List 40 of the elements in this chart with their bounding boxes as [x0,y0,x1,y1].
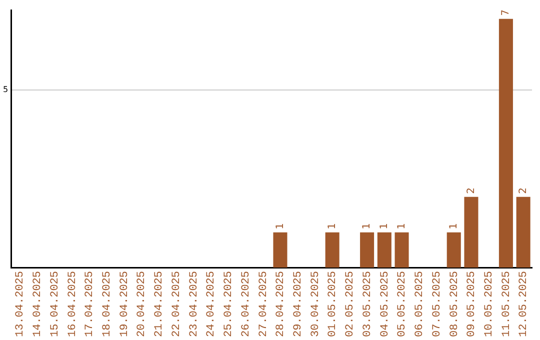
data-label: 1 [379,223,390,230]
x-tick-label: 29.04.2025 [292,270,304,338]
x-tick-label: 17.04.2025 [84,270,96,338]
x-tick-label: 26.04.2025 [240,270,252,338]
x-tick-label: 11.05.2025 [500,270,513,338]
x-tick-label: 09.05.2025 [466,270,478,338]
x-tick-label: 02.05.2025 [344,270,357,338]
x-tick-label: 25.04.2025 [223,270,236,338]
x-tick-label: 23.04.2025 [188,270,200,338]
x-tick-label: 27.04.2025 [258,270,270,338]
x-tick-label: 18.04.2025 [101,270,114,338]
data-label: 1 [448,223,460,230]
x-tick-label: 24.04.2025 [206,270,218,338]
x-tick-label: 13.04.2025 [14,270,27,338]
x-tick-label: 03.05.2025 [362,270,374,338]
x-tick-label: 04.05.2025 [379,270,392,338]
x-tick-label: 08.05.2025 [448,270,461,338]
data-label: 7 [500,10,512,16]
x-tick-label: 14.04.2025 [32,270,44,338]
x-tick-label: 28.04.2025 [275,270,288,338]
data-label: 1 [396,223,408,230]
y-tick-label: 5 [2,85,8,94]
data-label: 1 [274,223,286,230]
x-tick-label: 30.04.2025 [310,270,322,338]
x-tick-label: 22.04.2025 [170,270,183,338]
x-tick-label: 06.05.2025 [414,270,426,338]
x-tick-label: 10.05.2025 [483,270,496,338]
x-tick-label: 15.04.2025 [49,270,62,338]
x-tick-label: 12.05.2025 [518,270,530,338]
x-tick-label: 21.04.2025 [154,270,166,338]
x-tick-label: 19.04.2025 [118,270,131,338]
data-label: 2 [466,187,477,194]
x-tick-label: 20.04.2025 [136,270,148,338]
data-label: 2 [518,187,529,194]
x-tick-label: 05.05.2025 [396,270,409,338]
x-tick-label: 16.04.2025 [66,270,79,338]
data-label: 1 [362,223,373,230]
x-tick-label: 01.05.2025 [327,270,340,338]
data-label: 1 [326,223,338,230]
x-tick-label: 07.05.2025 [431,270,444,338]
